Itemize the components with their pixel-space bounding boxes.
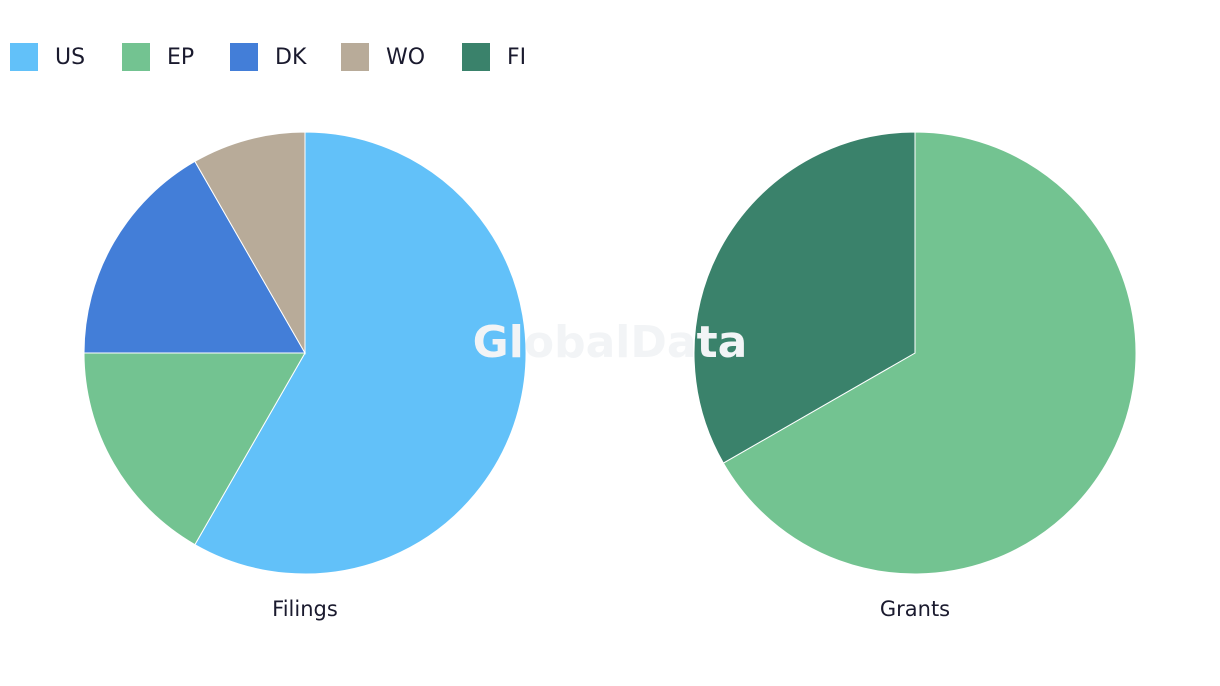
pie-slice (194, 131, 527, 575)
pie-title: Grants (880, 597, 950, 621)
legend-swatch (341, 43, 369, 71)
pie-slice (194, 131, 306, 355)
pie-slice (722, 131, 1137, 575)
pie-title: Filings (272, 597, 338, 621)
legend-swatch (10, 43, 38, 71)
pie-slice (693, 131, 916, 464)
legend-label: WO (386, 45, 425, 70)
pie-slice (83, 352, 306, 546)
legend-label: DK (275, 45, 307, 70)
legend-swatch (122, 43, 150, 71)
legend-swatch (462, 43, 490, 71)
legend-label: FI (507, 45, 526, 70)
legend-label: US (55, 45, 85, 70)
legend-label: EP (167, 45, 194, 70)
pie-slice (83, 160, 306, 354)
watermark: GlobalData (473, 317, 748, 368)
legend-swatch (230, 43, 258, 71)
